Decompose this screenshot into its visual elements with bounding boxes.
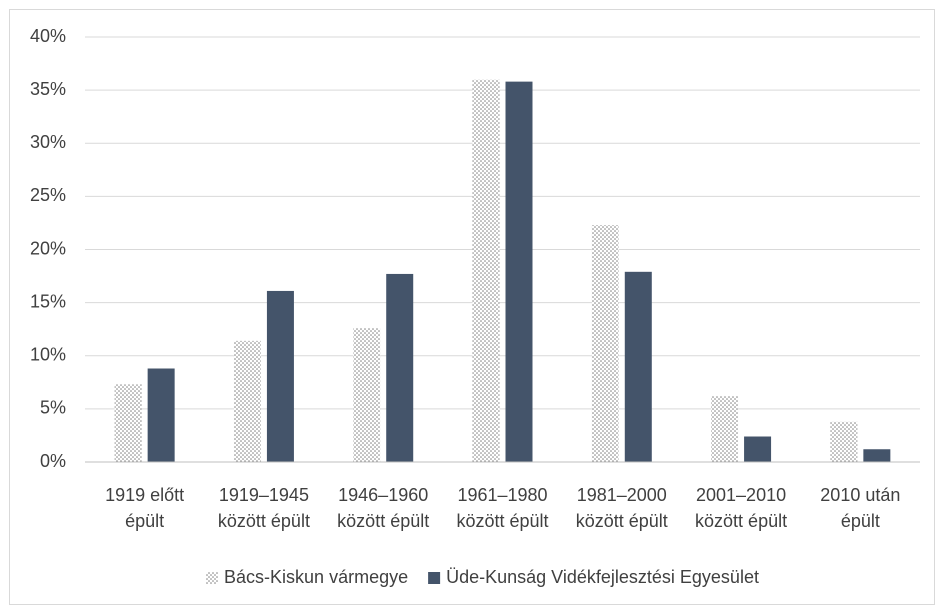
y-tick-label: 10% bbox=[30, 345, 66, 365]
y-tick-label: 5% bbox=[40, 398, 66, 418]
legend-label: Bács-Kiskun vármegye bbox=[224, 567, 408, 587]
y-tick-label: 20% bbox=[30, 238, 66, 258]
y-tick-label: 35% bbox=[30, 79, 66, 99]
bar bbox=[114, 384, 142, 462]
y-tick-label: 15% bbox=[30, 291, 66, 311]
bar bbox=[472, 79, 500, 462]
bar bbox=[386, 273, 414, 462]
bar bbox=[353, 328, 381, 462]
legend-swatch bbox=[206, 572, 219, 584]
x-tick-label: 1981–2000 között épült bbox=[575, 485, 668, 531]
x-tick-label: 1946–1960 között épült bbox=[337, 485, 430, 531]
bar bbox=[830, 421, 858, 462]
x-tick-label: 1919 előtt épült bbox=[105, 485, 185, 531]
y-tick-label: 0% bbox=[40, 451, 66, 471]
bar bbox=[711, 396, 739, 462]
x-tick-label: 1961–1980 között épült bbox=[456, 485, 549, 531]
x-tick-label: 2001–2010 között épült bbox=[695, 485, 788, 531]
bar bbox=[863, 449, 891, 462]
bar bbox=[624, 271, 652, 462]
bar bbox=[505, 81, 533, 462]
y-tick-label: 30% bbox=[30, 132, 66, 152]
y-tick-label: 40% bbox=[30, 26, 66, 46]
x-tick-label: 1919–1945 között épült bbox=[217, 485, 310, 531]
bar bbox=[744, 436, 772, 462]
legend-label: Üde-Kunság Vidékfejlesztési Egyesület bbox=[446, 567, 759, 587]
y-tick-label: 25% bbox=[30, 185, 66, 205]
chart-frame bbox=[9, 9, 935, 605]
legend-swatch bbox=[428, 572, 441, 584]
x-tick-label: 2010 után épült bbox=[820, 485, 901, 531]
bar bbox=[591, 225, 619, 462]
bar bbox=[233, 340, 261, 462]
bar bbox=[266, 290, 294, 462]
bar bbox=[147, 368, 175, 462]
